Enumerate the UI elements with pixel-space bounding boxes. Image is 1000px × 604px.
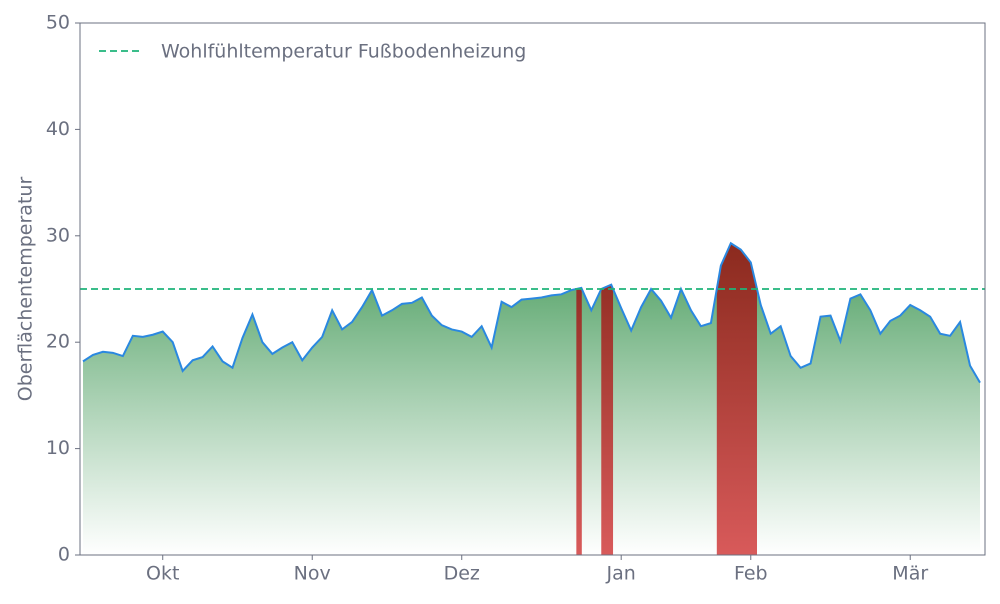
x-tick-label: Nov <box>294 563 331 585</box>
x-tick-label: Jan <box>606 563 636 585</box>
line <box>82 241 981 384</box>
x-tick-label: Feb <box>734 563 768 585</box>
x-tick-label: Dez <box>444 563 480 585</box>
y-tick-label: 0 <box>58 544 70 566</box>
y-tick-label: 10 <box>46 437 70 459</box>
y-axis-label: Oberflächentemperatur <box>15 177 37 402</box>
y-tick-label: 40 <box>46 118 70 140</box>
y-tick-label: 30 <box>46 224 70 246</box>
y-tick-label: 20 <box>46 331 70 353</box>
legend-label: Wohlfühltemperatur Fußbodenheizung <box>161 41 526 63</box>
area <box>83 243 980 556</box>
y-tick-label: 50 <box>46 12 70 34</box>
x-tick-label: Mär <box>892 563 928 585</box>
above-threshold-area <box>576 243 757 555</box>
x-tick-label: Okt <box>146 563 179 585</box>
plot-frame <box>79 22 986 556</box>
